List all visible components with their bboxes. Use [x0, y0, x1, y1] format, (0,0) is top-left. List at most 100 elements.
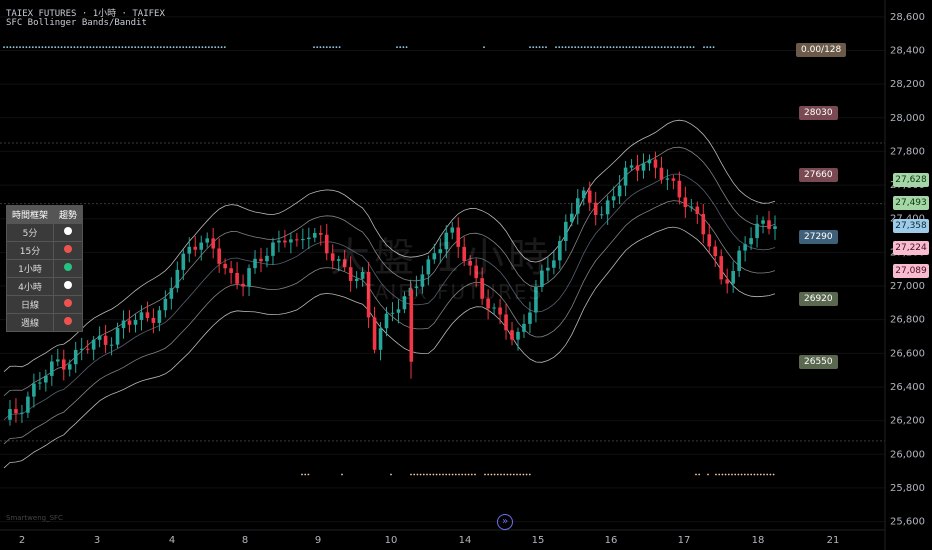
candle-body	[432, 253, 437, 260]
signal-dot	[426, 473, 428, 476]
trend-row: 15分	[5, 241, 84, 260]
price-tick-label: 26,400	[890, 382, 925, 393]
signal-dot	[718, 473, 721, 476]
signal-dot	[301, 473, 303, 476]
symbol-title[interactable]: TAIEX FUTURES · 1小時 · TAIFEX	[6, 9, 165, 19]
signal-dot	[83, 46, 85, 49]
signal-dot	[127, 46, 130, 49]
signal-dot	[51, 46, 53, 49]
signal-dot	[124, 46, 127, 49]
signal-dot	[493, 473, 496, 476]
candle-body	[85, 348, 90, 350]
go-to-realtime-icon[interactable]: »	[497, 514, 513, 530]
candle-body	[217, 248, 221, 264]
indicator-title[interactable]: SFC Bollinger Bands/Bandit	[6, 18, 147, 28]
signal-dot	[435, 473, 438, 476]
price-tick-label: 25,600	[890, 517, 925, 528]
signal-dot	[31, 46, 34, 49]
signal-dot	[73, 46, 76, 49]
trend-timeframe: 1小時	[5, 259, 55, 278]
signal-dot	[657, 46, 660, 49]
signal-dot	[169, 46, 172, 49]
candle-body	[277, 240, 281, 243]
signal-dot	[92, 46, 95, 49]
signal-dot	[195, 46, 197, 49]
trend-status	[53, 259, 84, 278]
signal-dot	[35, 46, 37, 49]
signal-dot	[529, 46, 531, 49]
candle-body	[450, 227, 455, 233]
trend-timeframe: 4小時	[5, 277, 55, 296]
candle-body	[32, 383, 36, 397]
signal-dot	[201, 46, 204, 49]
signal-dot	[647, 46, 650, 49]
signal-dot	[490, 473, 493, 476]
candle-body	[707, 234, 712, 247]
signal-dot	[644, 46, 647, 49]
candle-body	[169, 288, 174, 299]
time-axis[interactable]: 2 3 4 8 9 10 14 15 16 17 18 21	[19, 535, 840, 546]
candle-body	[504, 314, 508, 331]
candle-body	[151, 317, 156, 323]
signal-dot	[567, 46, 570, 49]
candle-body	[540, 270, 544, 287]
candle-body	[324, 234, 329, 254]
candle-body	[653, 159, 658, 168]
signal-dot	[454, 473, 457, 476]
trend-row: 1小時	[5, 259, 84, 278]
candle-body	[599, 214, 604, 216]
trend-row: 週線	[5, 313, 84, 332]
signal-dot	[89, 46, 92, 49]
candle-body	[689, 206, 694, 208]
bollinger-bands	[3, 119, 776, 469]
signal-dot	[706, 46, 709, 49]
price-tag: 27,358	[893, 218, 929, 233]
watermark-symbol: TAIEX FUTURES	[362, 280, 544, 304]
signal-dot	[503, 473, 506, 476]
signal-dot	[405, 46, 408, 49]
time-tick-label: 2	[19, 535, 25, 546]
signal-dot	[422, 473, 425, 476]
trend-row: 4小時	[5, 277, 84, 296]
candle-body	[402, 296, 407, 310]
signal-dot	[663, 46, 666, 49]
candle-body	[486, 298, 490, 309]
signal-dot	[532, 46, 535, 49]
trend-timeframe: 5分	[5, 223, 55, 242]
signal-dot	[516, 473, 518, 476]
signal-dot	[402, 46, 405, 49]
signal-dot	[99, 46, 101, 49]
time-tick-label: 17	[678, 535, 691, 546]
candle-body	[121, 320, 126, 329]
signal-dot	[673, 46, 676, 49]
signal-dot	[574, 46, 577, 49]
candle-body	[384, 313, 389, 329]
signal-dot	[325, 46, 328, 49]
signal-dot	[143, 46, 146, 49]
candle-body	[342, 259, 347, 268]
signal-dot	[102, 46, 105, 49]
candle-body	[61, 359, 66, 370]
signal-dot	[487, 473, 490, 476]
signal-dot	[19, 46, 21, 49]
signal-dot	[410, 473, 412, 476]
signal-dot	[223, 46, 226, 49]
signal-dot	[111, 46, 114, 49]
candle-body	[409, 289, 414, 362]
candle-body	[181, 253, 186, 270]
signal-dot	[747, 473, 749, 476]
candle-body	[498, 307, 502, 315]
trend-dot-icon	[64, 299, 73, 307]
signal-dot	[638, 46, 641, 49]
signal-dot	[6, 46, 9, 49]
candle-body	[605, 200, 610, 215]
candle-body	[354, 278, 359, 282]
time-tick-label: 14	[459, 535, 472, 546]
signal-dot	[121, 46, 124, 49]
time-tick-label: 15	[532, 535, 545, 546]
signal-dot	[217, 46, 220, 49]
level-tag: 27290	[799, 230, 838, 245]
signal-dot	[54, 46, 57, 49]
signal-dot	[541, 46, 544, 49]
candles	[8, 151, 777, 426]
